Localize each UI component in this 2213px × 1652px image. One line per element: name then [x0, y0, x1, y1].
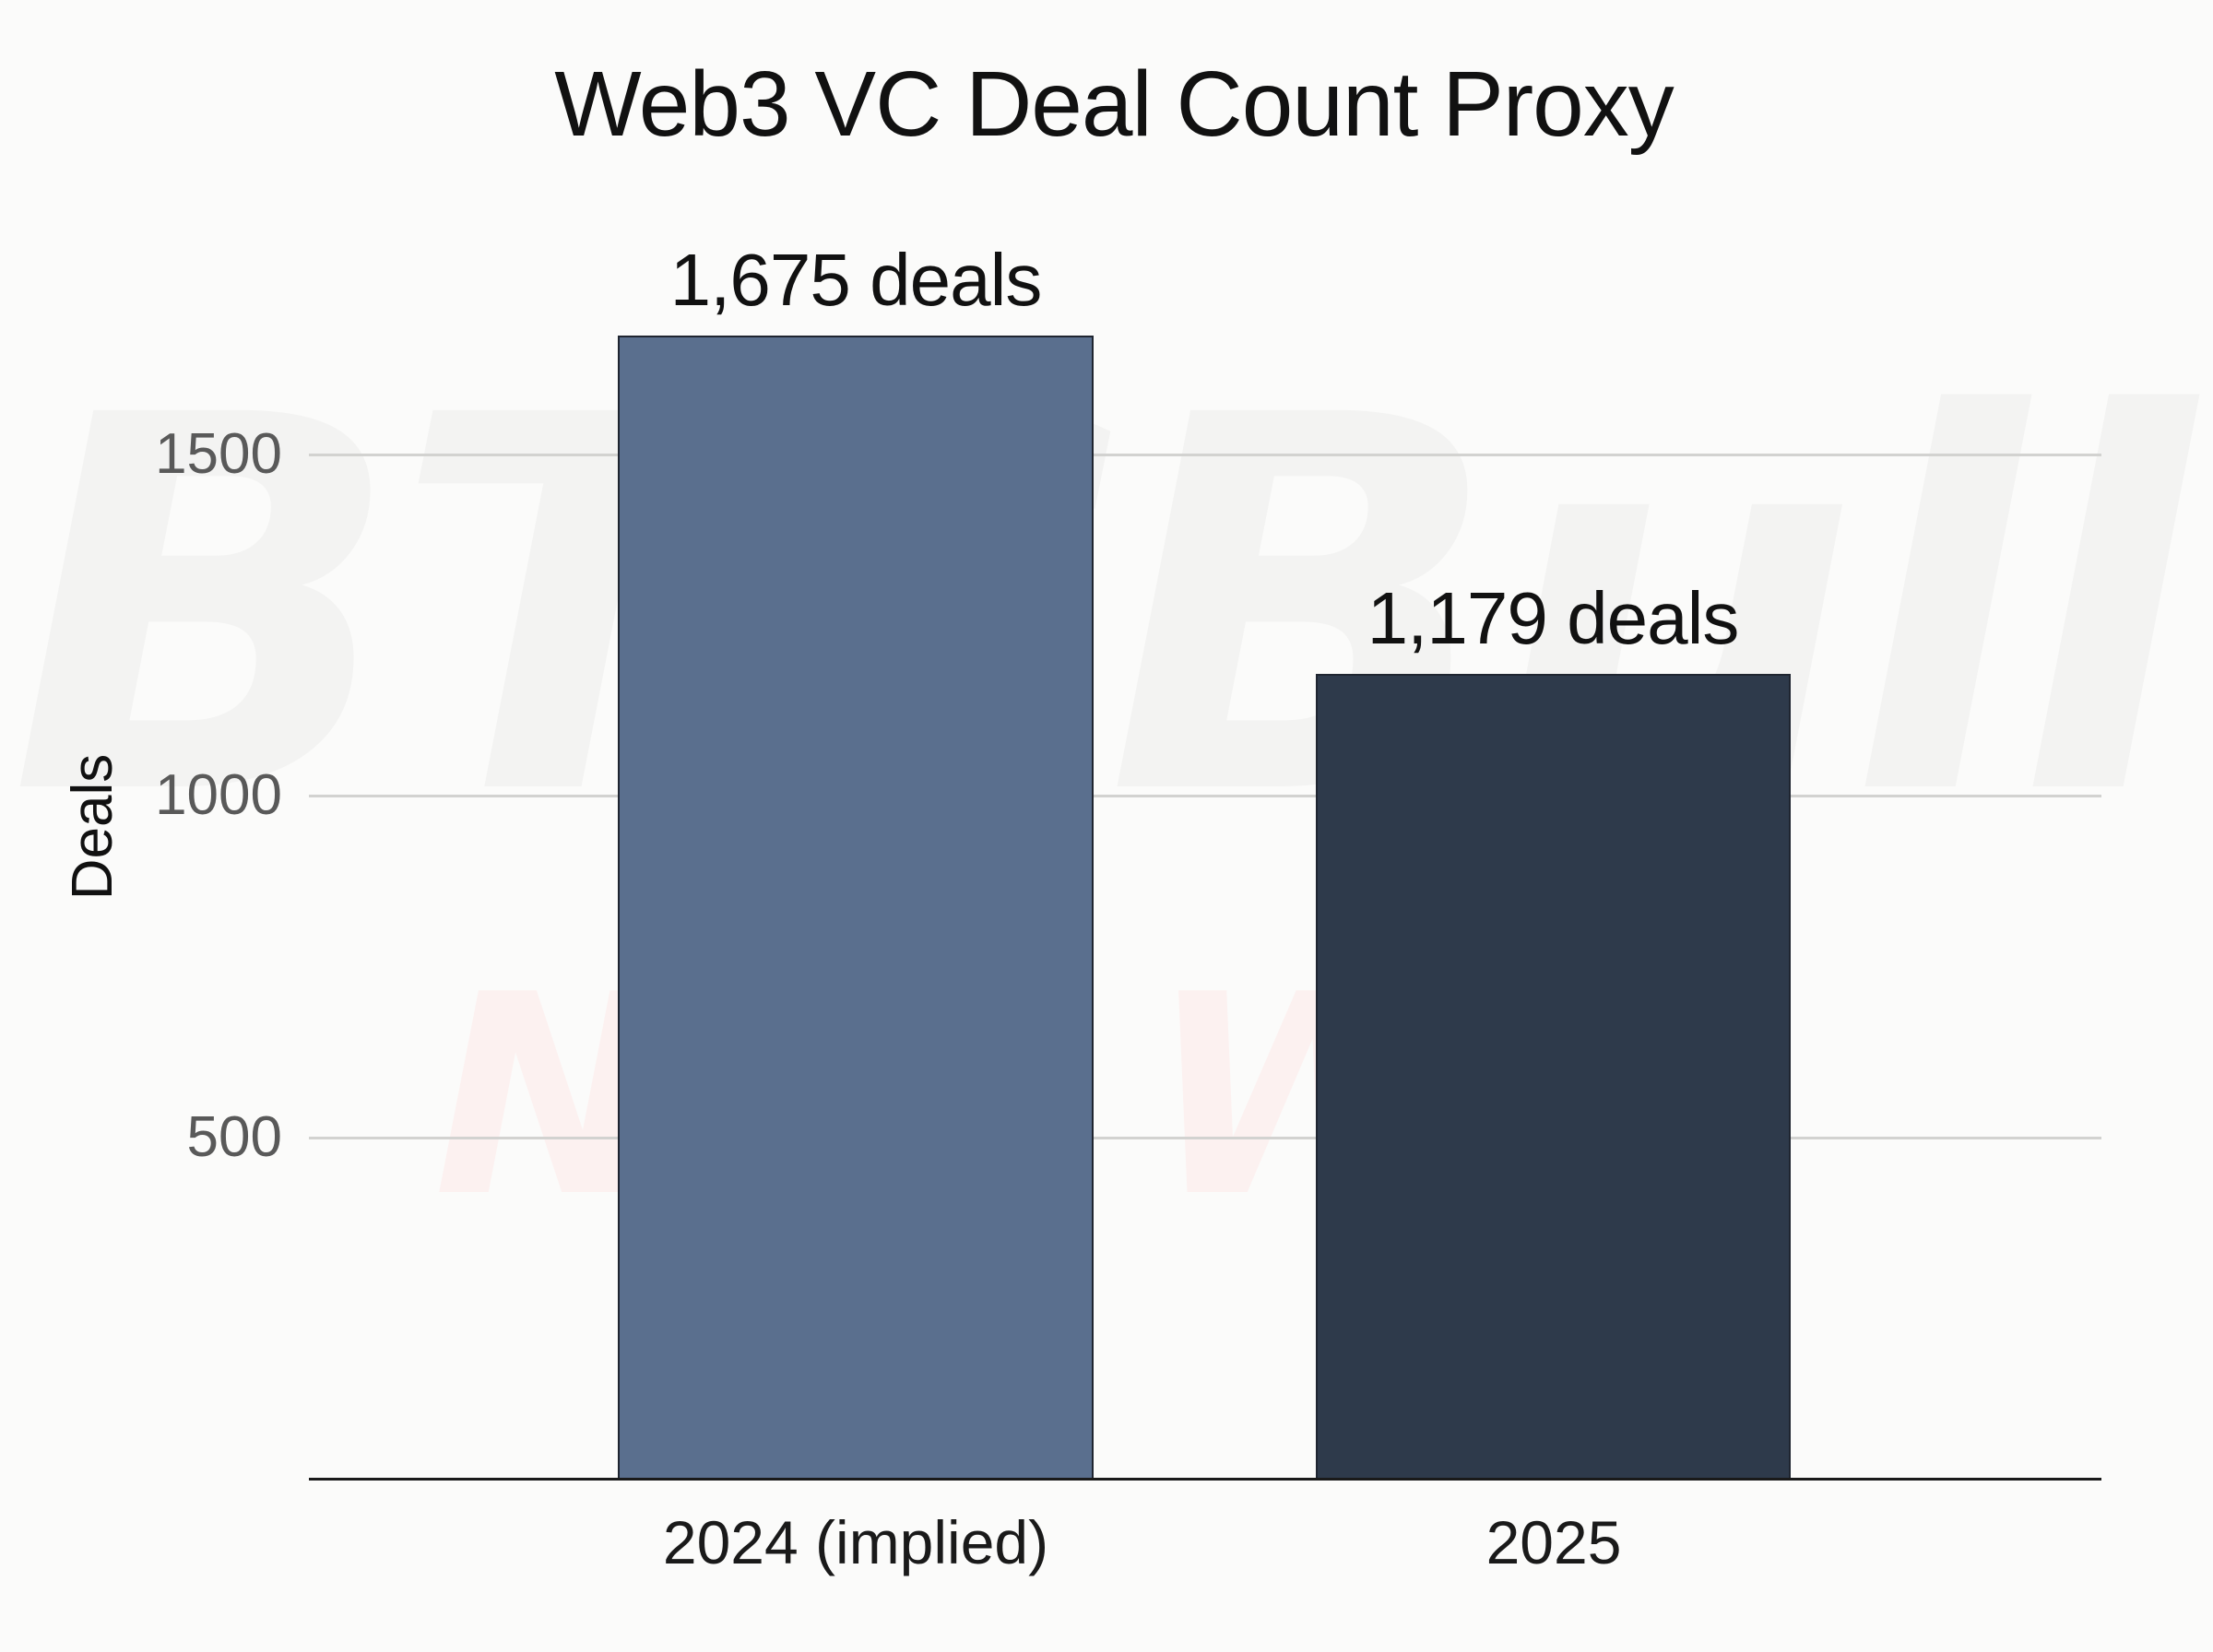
bar-2024-implied: [618, 335, 1094, 1479]
chart-title: Web3 VC Deal Count Proxy: [554, 53, 1675, 156]
y-tick-500: 500: [186, 1105, 282, 1169]
x-tick-2024-implied: 2024 (implied): [662, 1508, 1049, 1576]
data-label-2025: 1,179 deals: [1367, 576, 1740, 659]
data-label-2024-implied: 1,675 deals: [669, 238, 1043, 321]
x-axis-line: [309, 1478, 2101, 1481]
gridline-1500: [309, 454, 2101, 456]
watermark-logo: BTCBull: [9, 308, 2194, 909]
gridline-1000: [309, 795, 2101, 797]
gridline-500: [309, 1137, 2101, 1139]
bar-2025: [1316, 673, 1791, 1479]
x-tick-2025: 2025: [1485, 1508, 1622, 1576]
y-tick-1500: 1500: [155, 422, 282, 486]
y-tick-1000: 1000: [155, 763, 282, 827]
y-axis-label: Deals: [61, 753, 124, 901]
